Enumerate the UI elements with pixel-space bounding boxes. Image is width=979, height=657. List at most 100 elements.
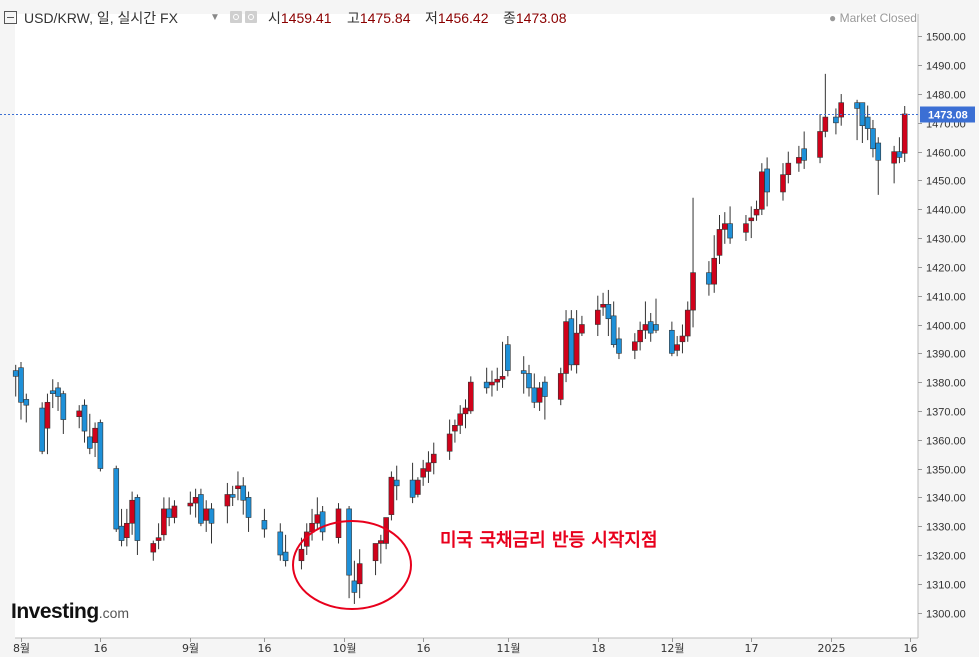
candle[interactable] [462,399,469,429]
candle[interactable] [753,200,760,221]
candle[interactable] [60,390,67,434]
candle[interactable] [610,301,617,348]
candle[interactable] [76,405,83,429]
candle[interactable] [86,413,93,455]
candle[interactable] [721,212,728,244]
candle[interactable] [198,488,204,527]
candle[interactable] [669,321,675,357]
candle[interactable] [452,419,458,443]
candle[interactable] [235,471,241,501]
candle[interactable] [372,543,379,576]
symbol-title[interactable]: USD/KRW, 일, 실시간 FX [24,10,178,26]
candle[interactable] [600,292,606,316]
candle[interactable] [55,382,61,411]
series-settings[interactable] [230,0,260,36]
candle[interactable] [642,301,649,339]
candle[interactable] [124,508,130,547]
candle[interactable] [161,497,167,541]
candle[interactable] [817,114,823,164]
candle[interactable] [653,298,659,334]
candle[interactable] [684,301,691,342]
candle[interactable] [383,517,389,550]
collapse-toggle[interactable] [4,0,23,36]
candle[interactable] [420,459,426,486]
candle[interactable] [594,295,601,337]
candle[interactable] [118,508,125,547]
gear-icon[interactable] [245,11,257,23]
candle[interactable] [203,500,210,532]
candle[interactable] [822,73,829,138]
candle[interactable] [309,508,315,541]
candle[interactable] [864,105,871,141]
candle[interactable] [706,261,712,296]
candle[interactable] [520,356,527,394]
candle[interactable] [764,157,770,207]
candle[interactable] [351,560,358,604]
candle[interactable] [605,289,612,337]
candle[interactable] [647,312,654,342]
candle[interactable] [457,405,464,434]
candle[interactable] [187,491,194,515]
candle[interactable] [870,119,876,158]
candle[interactable] [155,523,162,550]
candle[interactable] [224,482,231,524]
candle[interactable] [229,485,236,506]
eye-icon[interactable] [230,11,242,23]
candle[interactable] [208,503,215,544]
candle[interactable] [875,137,882,195]
candle[interactable] [425,451,432,483]
candle[interactable] [409,462,416,504]
candle[interactable] [378,534,384,564]
candle[interactable] [97,419,104,472]
candle[interactable] [859,102,866,143]
candle[interactable] [616,327,622,360]
candle[interactable] [796,145,802,172]
candle[interactable] [563,310,569,383]
candle[interactable] [531,373,538,409]
candle[interactable] [579,315,585,337]
candle[interactable] [192,488,199,518]
candle[interactable] [134,494,141,555]
candle[interactable] [467,376,474,414]
candle[interactable] [748,206,755,239]
candle[interactable] [727,206,733,244]
candle[interactable] [81,399,88,443]
candle[interactable] [166,497,172,527]
candle[interactable] [573,310,580,374]
candle[interactable] [12,364,19,397]
candle[interactable] [838,94,845,126]
candle[interactable] [568,310,575,371]
candle[interactable] [23,393,30,423]
candle[interactable] [743,215,749,241]
candle[interactable] [39,402,45,455]
candle[interactable] [679,324,686,354]
candle[interactable] [489,370,495,397]
candle[interactable] [499,341,506,388]
caret-down-icon[interactable]: ▼ [210,12,220,23]
candle[interactable] [150,540,157,561]
candle[interactable] [240,477,247,515]
candle[interactable] [759,163,765,216]
candle[interactable] [901,106,908,162]
candle[interactable] [505,336,511,377]
candle[interactable] [415,477,421,498]
candle[interactable] [854,99,860,141]
candle[interactable] [674,336,680,357]
candle[interactable] [18,361,24,420]
candle[interactable] [430,442,437,475]
candle[interactable] [44,393,51,455]
candle[interactable] [446,419,453,460]
candle[interactable] [245,491,252,532]
candle[interactable] [92,422,98,458]
candle[interactable] [113,465,120,532]
candle[interactable] [891,145,897,184]
candle[interactable] [690,197,696,328]
candle[interactable] [393,465,400,501]
candle[interactable] [536,382,543,411]
candle[interactable] [896,137,903,164]
candle[interactable] [801,131,807,169]
candle[interactable] [711,235,718,293]
candle[interactable] [716,215,723,264]
candle[interactable] [356,549,363,599]
candle[interactable] [171,500,178,524]
